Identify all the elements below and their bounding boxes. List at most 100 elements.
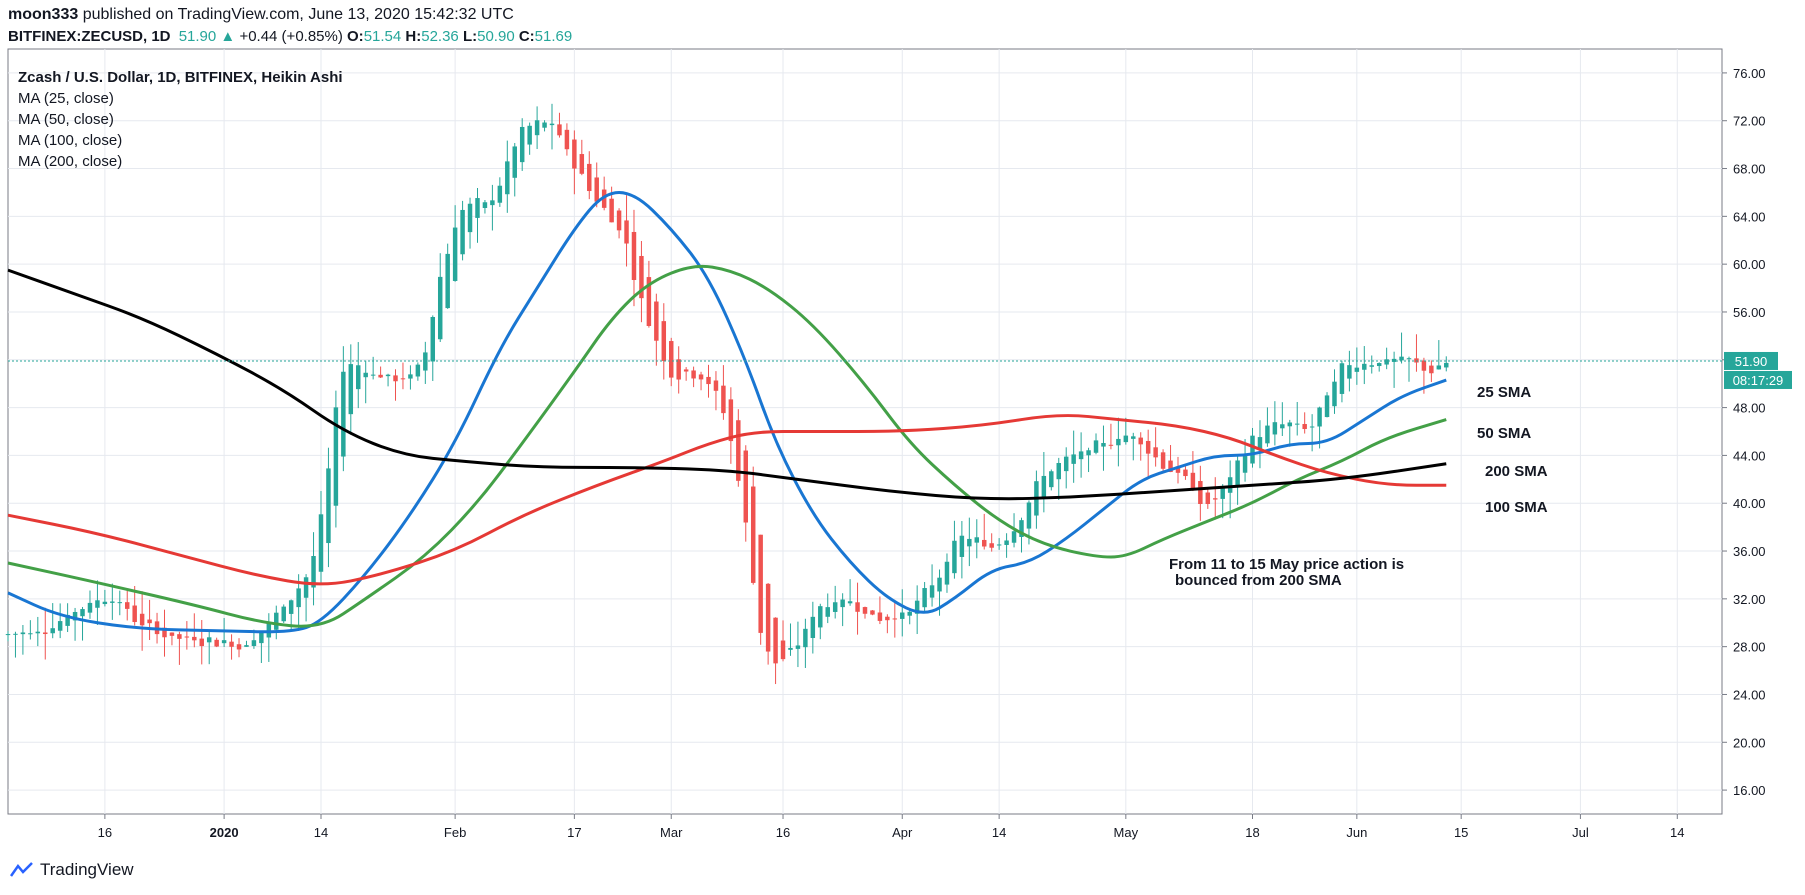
- candle: [393, 369, 398, 401]
- candle-body: [28, 633, 33, 635]
- candle: [1324, 392, 1330, 418]
- candle: [423, 341, 428, 384]
- candle: [788, 623, 793, 656]
- candle-body: [274, 612, 279, 630]
- candle: [1056, 457, 1061, 500]
- candle: [1444, 356, 1449, 372]
- publish-info: moon333 published on TradingView.com, Ju…: [8, 6, 514, 24]
- price-tick-label: 24.00: [1733, 687, 1766, 702]
- candle: [348, 344, 354, 435]
- candle: [803, 618, 808, 668]
- legend-ma25[interactable]: MA (25, close): [18, 90, 114, 107]
- high-value: 52.36: [421, 28, 459, 45]
- candle-body: [408, 374, 413, 379]
- candle: [922, 582, 927, 612]
- candle-body: [736, 420, 741, 481]
- candle: [1294, 401, 1300, 436]
- candle: [1168, 445, 1173, 473]
- candle-body: [832, 602, 838, 612]
- last-price-badge-text: 51.90: [1735, 354, 1768, 369]
- price-tick-label: 44.00: [1733, 448, 1766, 463]
- candle: [214, 637, 219, 648]
- candle-body: [95, 600, 100, 608]
- candle-body: [996, 544, 1002, 546]
- candle: [750, 466, 756, 585]
- candle-body: [467, 203, 473, 233]
- open-label: O:: [347, 28, 364, 45]
- candle: [259, 631, 264, 663]
- candle: [601, 176, 607, 211]
- candle: [1436, 340, 1442, 370]
- candle-body: [601, 189, 607, 208]
- legend-ma100[interactable]: MA (100, close): [18, 132, 122, 149]
- candle-body: [661, 321, 667, 361]
- candle-body: [989, 543, 994, 548]
- time-tick-label: Jul: [1572, 825, 1589, 840]
- candle-body: [370, 374, 376, 376]
- tradingview-logo-icon: [10, 862, 33, 877]
- candle-body: [1108, 444, 1114, 446]
- time-tick-label: 16: [776, 825, 790, 840]
- candle-body: [1406, 358, 1412, 360]
- candle-body: [326, 468, 331, 544]
- candle-body: [1138, 437, 1143, 445]
- candle: [1309, 414, 1315, 452]
- legend-ma200[interactable]: MA (200, close): [18, 153, 122, 170]
- candle-body: [929, 585, 935, 598]
- candle: [996, 538, 1002, 550]
- candle-body: [825, 607, 830, 617]
- candle-body: [5, 634, 11, 636]
- candle-body: [393, 375, 398, 382]
- candle: [400, 362, 406, 390]
- candle: [758, 534, 763, 645]
- price-tick-label: 72.00: [1733, 114, 1766, 129]
- price-axis[interactable]: 16.00 20.00 24.00 28.00 32.00 36.00 40.00 44.00…: [1722, 66, 1766, 798]
- candle-body: [885, 616, 890, 621]
- candle-body: [1131, 436, 1136, 439]
- candle-body: [1101, 443, 1106, 447]
- author-name[interactable]: moon333: [8, 6, 79, 23]
- candle-body: [482, 202, 488, 208]
- time-tick-label: 14: [314, 825, 328, 840]
- candle: [1049, 469, 1054, 491]
- candle: [981, 513, 987, 550]
- candle: [572, 130, 577, 195]
- legend-ma50[interactable]: MA (50, close): [18, 111, 114, 128]
- candle-body: [1280, 424, 1285, 429]
- candle-body: [1399, 356, 1404, 361]
- tradingview-logo[interactable]: TradingView: [10, 860, 134, 880]
- candle: [721, 365, 726, 420]
- time-axis[interactable]: 16 2020 14 Feb 17 Mar 16 Apr 14 May 18 Jun 15 Jul 14: [98, 814, 1685, 840]
- candle: [989, 533, 994, 552]
- candle: [639, 240, 644, 323]
- candle: [1362, 346, 1367, 385]
- candle: [974, 519, 980, 559]
- low-label: L:: [462, 28, 478, 45]
- symbol-label[interactable]: BITFINEX:ZECUSD, 1D: [8, 28, 171, 45]
- candle: [333, 390, 339, 528]
- grid-lines: [8, 49, 1722, 814]
- candle-body: [914, 600, 920, 614]
- annotation-100-sma: 100 SMA: [1485, 499, 1548, 516]
- candle-body: [818, 606, 823, 628]
- candle: [1175, 456, 1181, 484]
- candle-body: [221, 640, 227, 644]
- candle: [1116, 417, 1121, 467]
- annotations: 25 SMA 50 SMA 200 SMA 100 SMA From 11 to…: [1169, 384, 1548, 589]
- candle-body: [907, 611, 912, 616]
- candle: [124, 590, 130, 621]
- candle-body: [1056, 462, 1061, 480]
- candle-body: [1436, 365, 1442, 370]
- candle-body: [527, 125, 532, 145]
- moving-averages: [7, 190, 1447, 634]
- candle: [1220, 484, 1225, 519]
- candle-body: [1265, 425, 1270, 444]
- candle: [1302, 412, 1307, 434]
- time-tick-label: 2020: [210, 825, 239, 840]
- candle-body: [1287, 422, 1293, 427]
- candle: [534, 106, 540, 150]
- candle-body: [922, 588, 927, 608]
- candle-body: [333, 407, 339, 506]
- candle-body: [318, 514, 324, 572]
